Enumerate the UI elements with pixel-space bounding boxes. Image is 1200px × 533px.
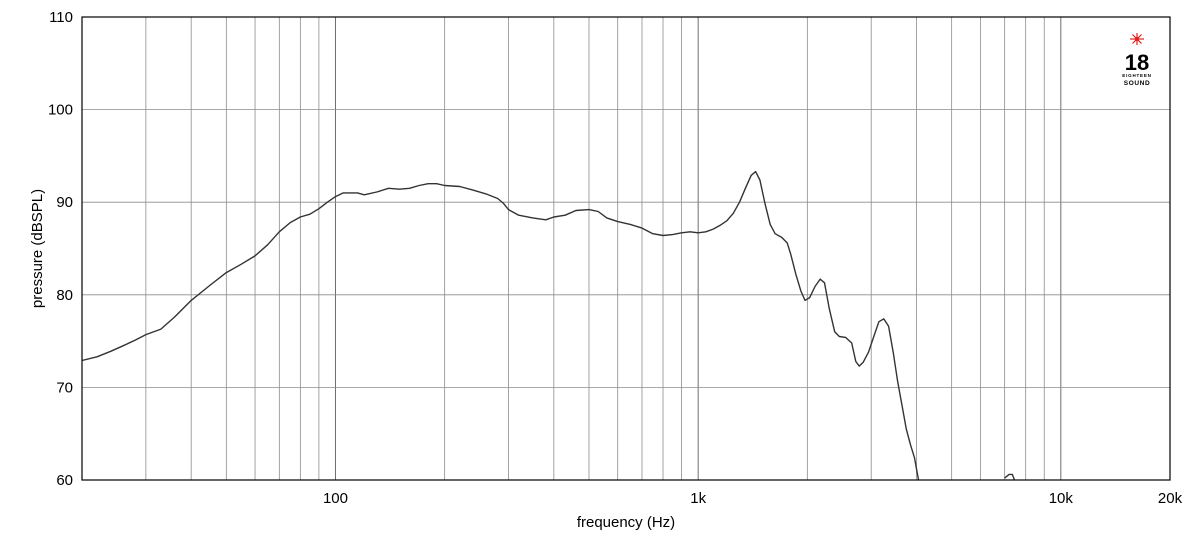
y-tick-label: 110 bbox=[49, 9, 73, 26]
logo-number: 18 bbox=[1125, 50, 1149, 75]
x-tick-label: 100 bbox=[323, 490, 348, 507]
response-curve bbox=[81, 170, 1016, 481]
grid-lines bbox=[82, 16, 1171, 481]
y-tick-label: 60 bbox=[56, 472, 73, 489]
x-tick-label: 10k bbox=[1049, 490, 1074, 507]
x-axis-tick-labels: 100 1k 10k 20k bbox=[323, 490, 1183, 507]
x-tick-label: 1k bbox=[690, 490, 706, 507]
star-icon bbox=[1130, 33, 1144, 45]
y-tick-label: 90 bbox=[56, 194, 73, 211]
y-axis-tick-labels: 60 70 80 90 100 110 bbox=[48, 9, 73, 489]
x-tick-label: 20k bbox=[1158, 490, 1183, 507]
logo-text-eighteen: EIGHTEEN bbox=[1122, 73, 1151, 78]
y-tick-label: 100 bbox=[48, 102, 73, 119]
response-curve-segment bbox=[1004, 473, 1016, 481]
y-axis-title: pressure (dBSPL) bbox=[29, 189, 46, 308]
eighteen-sound-logo: 18 EIGHTEEN SOUND bbox=[1122, 33, 1151, 87]
x-axis-title: frequency (Hz) bbox=[577, 514, 675, 531]
plot-frame bbox=[81, 16, 1171, 481]
response-curve-segment bbox=[81, 170, 920, 481]
y-tick-label: 80 bbox=[56, 287, 73, 304]
logo-text-sound: SOUND bbox=[1124, 80, 1150, 87]
y-tick-label: 70 bbox=[56, 379, 73, 396]
